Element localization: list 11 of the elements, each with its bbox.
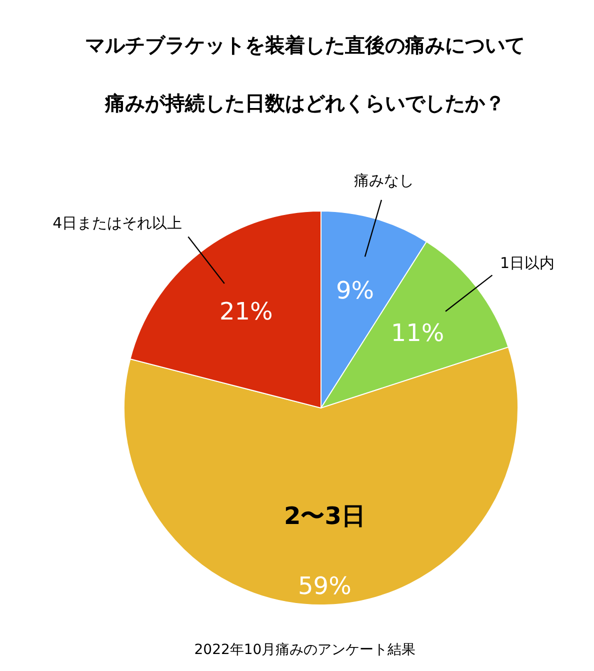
chart-subtitle: 痛みが持続した日数はどれくらいでしたか？: [104, 91, 505, 115]
text: 2022年10月痛みのアンケート結果: [194, 642, 416, 658]
data-label: 59%: [298, 572, 352, 600]
data-label: 21%: [219, 297, 273, 326]
data-label: 11%: [390, 319, 444, 348]
slice-label: 痛みなし: [354, 171, 414, 190]
slice-label: 4日またはそれ以上: [52, 214, 182, 232]
data-label: 9%: [336, 276, 374, 305]
chart-title: マルチブラケットを装着した直後の痛みについて: [85, 33, 525, 57]
slice-label: 1日以内: [500, 254, 555, 272]
slice-label: 2〜3日: [284, 502, 366, 530]
